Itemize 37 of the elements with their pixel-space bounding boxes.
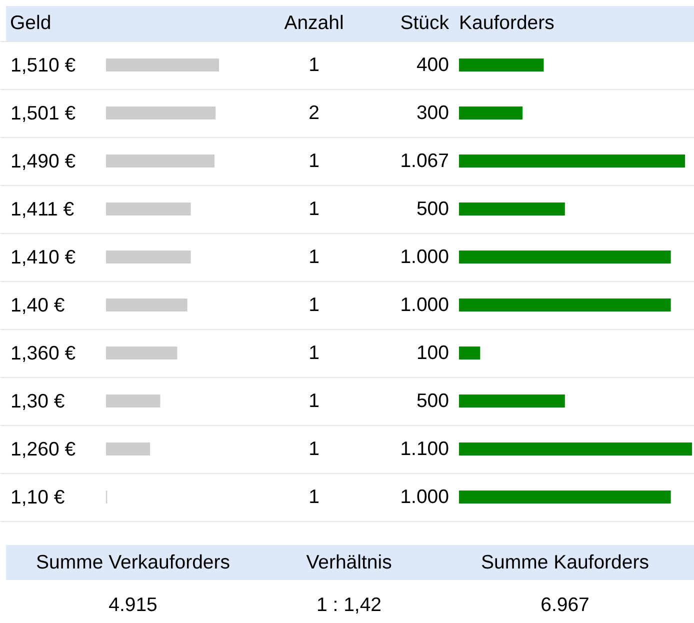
- y-tick-label: 1,410 €: [10, 246, 76, 268]
- text: 1: [308, 486, 320, 508]
- y-tick-label: 1,40 €: [10, 294, 65, 316]
- bar: [106, 106, 216, 120]
- category-label: Verhältnis: [306, 552, 392, 574]
- text: 1: [308, 246, 320, 268]
- text: 1: [308, 150, 320, 172]
- y-tick-label: 1,411 €: [10, 198, 74, 220]
- text: 1: [308, 54, 320, 76]
- text: 1: [308, 390, 320, 412]
- text: 1: [308, 198, 320, 220]
- category-label: Summe Verkauforders: [36, 552, 230, 574]
- text: 1: [308, 438, 320, 460]
- y-tick-label: 1,360 €: [10, 342, 76, 364]
- bar: [106, 346, 178, 360]
- category-label: Summe Kauforders: [481, 552, 650, 574]
- text: 1 : 1,42: [316, 594, 382, 616]
- text: 4.915: [108, 594, 158, 616]
- bar: [106, 154, 214, 168]
- y-tick-label: 1,10 €: [10, 486, 65, 508]
- bar: [106, 298, 188, 312]
- bar: [106, 250, 191, 264]
- bar: [106, 394, 160, 408]
- bar: [106, 202, 191, 216]
- y-tick-label: 1,501 €: [10, 102, 76, 124]
- y-tick-label: 1,510 €: [10, 54, 76, 76]
- text: 1: [308, 294, 320, 316]
- y-tick-label: 1,30 €: [10, 390, 65, 412]
- text: Anzahl: [284, 12, 344, 34]
- y-tick-label: 1,490 €: [10, 150, 76, 172]
- text: 6.967: [540, 594, 590, 616]
- bar: [106, 58, 219, 72]
- bar: [106, 442, 150, 456]
- y-tick-label: 1,260 €: [10, 438, 76, 460]
- chart-title: Geld: [10, 12, 52, 34]
- text: 1: [308, 342, 320, 364]
- text: 2: [308, 102, 320, 124]
